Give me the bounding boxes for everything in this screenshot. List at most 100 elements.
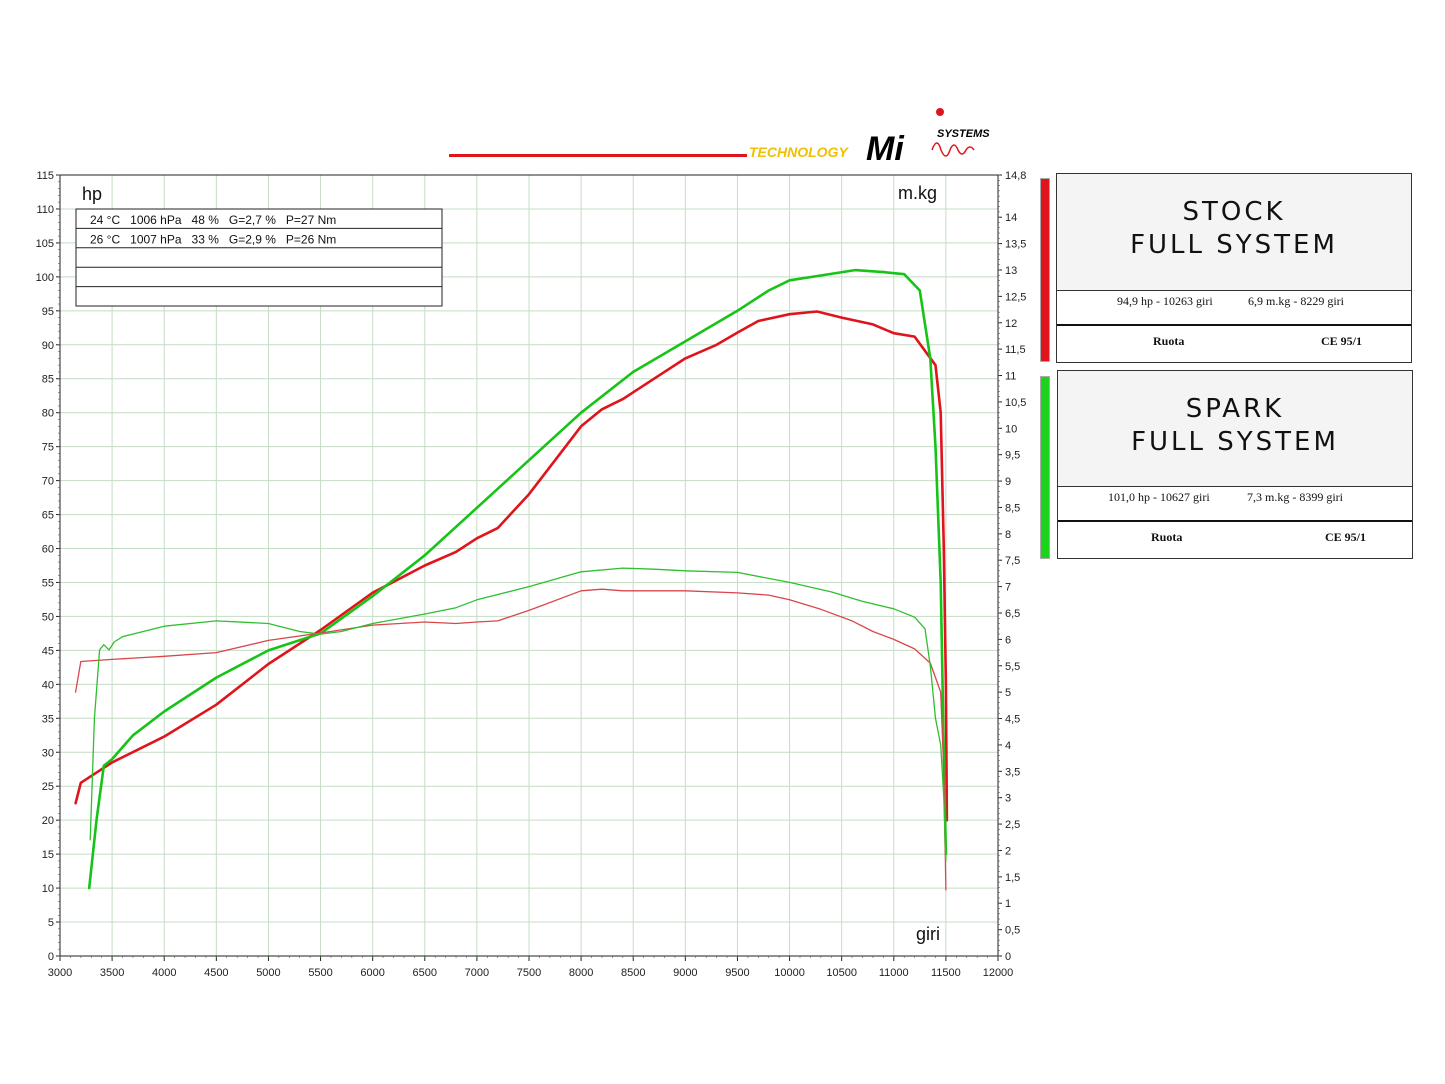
x-unit-label: giri	[916, 924, 940, 944]
y-right-tick-label: 4,5	[1005, 714, 1020, 726]
y-right-tick-label: 12	[1005, 318, 1017, 330]
logo-systems-text: SYSTEMS	[937, 128, 990, 140]
curves	[74, 268, 949, 891]
x-tick-label: 9000	[673, 967, 697, 979]
y-right-tick-label: 0	[1005, 951, 1011, 963]
x-tick-label: 7000	[465, 967, 489, 979]
y-right-tick-label: 5,5	[1005, 661, 1020, 673]
x-tick-label: 4000	[152, 967, 176, 979]
axis-ticks: 3000 3500 4000 4500 50 0 0 5500 6000 6500 7000 7500…	[36, 170, 1027, 979]
x-tick-label: 12000	[983, 967, 1014, 979]
y-left-tick-label: 20	[42, 815, 54, 827]
y-left-tick-label: 105	[36, 238, 54, 250]
legend-title-line2: FULL SYSTEM	[1130, 230, 1338, 260]
y-right-tick-label: 13	[1005, 265, 1017, 277]
y-left-tick-label: 65	[42, 510, 54, 522]
y-right-tick-label: 6	[1005, 634, 1011, 646]
logo-dot-icon	[936, 108, 944, 116]
spark-power-curve	[87, 268, 948, 890]
x-tick-label: 5500	[308, 967, 332, 979]
y-left-tick-label: 30	[42, 747, 54, 759]
logo-technology-text: TECHNOLOGY	[749, 144, 849, 160]
y-right-tick-label: 11	[1005, 371, 1016, 383]
y-left-tick-label: 5	[48, 917, 54, 929]
y-right-tick-label: 14	[1005, 212, 1017, 224]
x-tick-label: 10500	[826, 967, 857, 979]
legend-card-stock: STOCK FULL SYSTEM 94,9 hp - 10263 giri 6…	[1056, 173, 1412, 363]
y-left-tick-label: 40	[42, 679, 54, 691]
standard-label: CE 95/1	[1325, 530, 1367, 544]
legend-stats-row: 101,0 hp - 10627 giri 7,3 m.kg - 8399 gi…	[1058, 487, 1412, 522]
logo-wave-icon	[931, 142, 975, 157]
measure-point-label: Ruota	[1153, 334, 1185, 348]
y-right-tick-label: 14,8	[1005, 170, 1026, 182]
x-tick-label: 11500	[931, 967, 961, 979]
spark-torque-curve	[89, 567, 947, 862]
conditions-table-frame	[75, 208, 443, 307]
y-left-tick-label: 95	[42, 306, 54, 318]
y-left-tick-label: 115	[36, 170, 54, 182]
y-right-tick-label: 8	[1005, 529, 1011, 541]
y-right-tick-label: 12,5	[1005, 291, 1026, 303]
y-left-unit-label: hp	[82, 184, 102, 204]
conditions-table: 24 °C 1006 hPa 48 % G=2,7 % P=27 Nm 26 °C…	[75, 208, 443, 307]
x-tick-label: 7500	[517, 967, 541, 979]
x-tick-label: 6500	[413, 967, 437, 979]
torque-peak-stat: 7,3 m.kg - 8399 giri	[1247, 490, 1343, 504]
y-right-tick-label: 2,5	[1005, 819, 1020, 831]
x-tick-label: 3500	[100, 967, 124, 979]
y-right-tick-label: 10	[1005, 423, 1017, 435]
power-peak-stat: 101,0 hp - 10627 giri	[1108, 490, 1210, 504]
legend-title: STOCK FULL SYSTEM	[1057, 174, 1411, 291]
y-right-unit-label: m.kg	[898, 183, 937, 203]
conditions-row-text: 26 °C 1007 hPa 33 % G=2,9 % P=26 Nm	[90, 232, 336, 246]
y-left-tick-label: 100	[36, 272, 54, 284]
y-left-tick-label: 0	[48, 951, 54, 963]
logo-mi-text: Mi	[866, 130, 905, 168]
x-tick-label: 4500	[204, 967, 228, 979]
legend-card-spark: SPARK FULL SYSTEM 101,0 hp - 10627 giri …	[1057, 370, 1413, 559]
y-right-tick-label: 2	[1005, 845, 1011, 857]
y-right-tick-label: 9,5	[1005, 450, 1020, 462]
y-left-tick-label: 10	[42, 883, 54, 895]
legend-title-line1: STOCK	[1182, 197, 1286, 227]
y-right-tick-label: 8,5	[1005, 502, 1020, 514]
legend-swatch-spark	[1040, 376, 1050, 559]
y-left-tick-label: 85	[42, 374, 54, 386]
y-right-tick-label: 7,5	[1005, 555, 1020, 567]
y-left-tick-label: 25	[42, 781, 54, 793]
legend-stats-row: 94,9 hp - 10263 giri 6,9 m.kg - 8229 gir…	[1057, 291, 1411, 326]
stock-torque-curve	[74, 588, 947, 891]
y-left-tick-label: 80	[42, 408, 54, 420]
legend-swatch-stock	[1040, 178, 1050, 362]
y-right-tick-label: 3,5	[1005, 766, 1020, 778]
y-right-tick-label: 1	[1005, 898, 1011, 910]
power-peak-stat: 94,9 hp - 10263 giri	[1117, 294, 1213, 308]
legend-title-line2: FULL SYSTEM	[1131, 427, 1339, 457]
x-tick-label: 3000	[48, 967, 72, 979]
y-left-tick-label: 90	[42, 340, 54, 352]
conditions-row-text: 24 °C 1006 hPa 48 % G=2,7 % P=27 Nm	[90, 213, 336, 227]
y-left-tick-label: 50	[42, 611, 54, 623]
legend-title-line1: SPARK	[1185, 394, 1285, 424]
y-left-tick-label: 70	[42, 476, 54, 488]
y-right-tick-label: 11,5	[1005, 344, 1026, 356]
y-left-tick-label: 45	[42, 645, 54, 657]
y-right-tick-label: 10,5	[1005, 397, 1026, 409]
y-right-tick-label: 6,5	[1005, 608, 1020, 620]
torque-peak-stat: 6,9 m.kg - 8229 giri	[1248, 294, 1344, 308]
x-tick-label: 8500	[621, 967, 645, 979]
x-tick-label: 11000	[879, 967, 909, 979]
legend-title: SPARK FULL SYSTEM	[1058, 371, 1412, 487]
x-tick-label: 10000	[774, 967, 805, 979]
x-tick-label: 6000	[360, 967, 384, 979]
standard-label: CE 95/1	[1321, 334, 1363, 348]
y-right-tick-label: 9	[1005, 476, 1011, 488]
y-left-tick-label: 35	[42, 713, 54, 725]
y-right-tick-label: 5	[1005, 687, 1011, 699]
y-left-tick-label: 60	[42, 544, 54, 556]
measure-point-label: Ruota	[1151, 530, 1183, 544]
y-right-tick-label: 4	[1005, 740, 1011, 752]
logo-red-bar	[449, 154, 747, 157]
